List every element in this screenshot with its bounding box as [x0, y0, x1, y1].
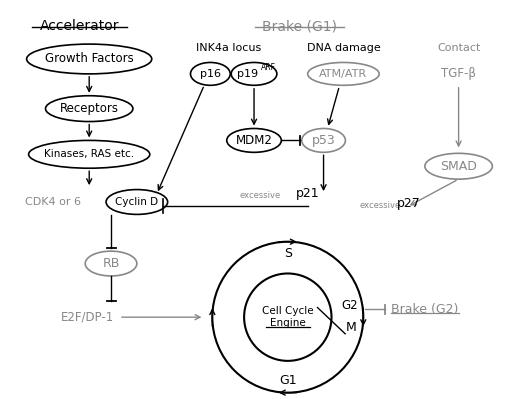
Text: CDK4 or 6: CDK4 or 6 [25, 197, 81, 207]
Text: Growth Factors: Growth Factors [45, 53, 134, 65]
Ellipse shape [231, 63, 277, 85]
Text: p19: p19 [237, 69, 257, 79]
Text: ATM/ATR: ATM/ATR [319, 69, 368, 79]
Text: TGF-β: TGF-β [441, 67, 476, 80]
Text: S: S [284, 247, 292, 260]
Text: ARF: ARF [261, 63, 276, 73]
Ellipse shape [425, 153, 492, 179]
Text: Receptors: Receptors [60, 102, 119, 115]
Text: G1: G1 [279, 374, 296, 387]
Text: G2: G2 [341, 299, 358, 312]
Text: Cell Cycle: Cell Cycle [262, 306, 314, 316]
Ellipse shape [27, 44, 152, 74]
Ellipse shape [46, 96, 133, 122]
Text: Brake (G2): Brake (G2) [391, 303, 459, 316]
Text: RB: RB [102, 257, 120, 270]
Circle shape [212, 242, 363, 393]
Text: DNA damage: DNA damage [307, 43, 380, 53]
Text: M: M [346, 321, 357, 334]
Text: Engine: Engine [270, 318, 306, 328]
Text: E2F/DP-1: E2F/DP-1 [61, 311, 114, 324]
Text: Kinases, RAS etc.: Kinases, RAS etc. [44, 149, 134, 159]
Ellipse shape [190, 63, 230, 85]
Text: Contact: Contact [437, 43, 480, 53]
Ellipse shape [85, 251, 137, 276]
Text: excessive: excessive [239, 191, 281, 200]
Ellipse shape [106, 190, 167, 214]
Ellipse shape [302, 128, 345, 152]
Text: p16: p16 [200, 69, 221, 79]
Circle shape [244, 273, 331, 361]
Text: p53: p53 [311, 134, 335, 147]
Text: excessive: excessive [359, 201, 400, 210]
Text: p21: p21 [296, 187, 319, 200]
Ellipse shape [29, 140, 150, 168]
Text: INK4a locus: INK4a locus [196, 43, 261, 53]
Text: Accelerator: Accelerator [40, 19, 119, 33]
Text: Brake (G1): Brake (G1) [262, 19, 337, 33]
Ellipse shape [308, 63, 379, 85]
Text: SMAD: SMAD [440, 160, 477, 173]
Ellipse shape [227, 128, 281, 152]
Text: MDM2: MDM2 [236, 134, 272, 147]
Text: p27: p27 [397, 197, 421, 210]
Text: Cyclin D: Cyclin D [115, 197, 159, 207]
